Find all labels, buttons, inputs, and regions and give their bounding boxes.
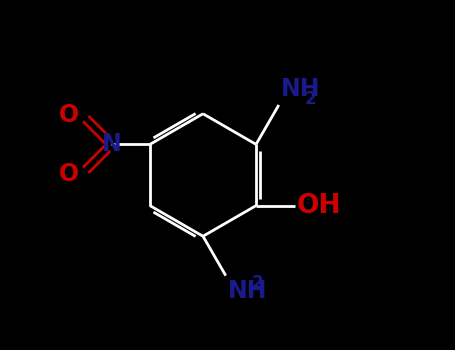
Text: O: O — [59, 162, 79, 186]
Text: O: O — [59, 103, 79, 127]
Text: OH: OH — [297, 193, 341, 219]
Text: 2: 2 — [304, 90, 316, 108]
Text: NH: NH — [281, 77, 320, 101]
Text: N: N — [101, 132, 121, 156]
Text: NH: NH — [228, 279, 267, 303]
Text: 2: 2 — [251, 274, 263, 292]
